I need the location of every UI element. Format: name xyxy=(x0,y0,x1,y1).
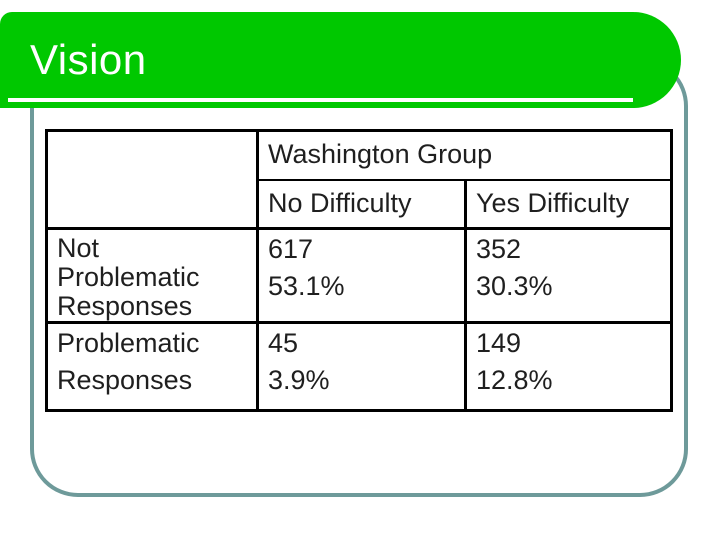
table-column-header-row: No Difficulty Yes Difficulty xyxy=(47,178,673,230)
slide-title: Vision xyxy=(30,36,147,83)
cell-problematic-yes-difficulty: 149 12.8% xyxy=(464,321,673,412)
row-label-line: Not xyxy=(57,233,100,263)
cell-count: 45 xyxy=(268,328,299,358)
cell-not-problematic-no-difficulty: 617 53.1% xyxy=(256,227,467,324)
title-underline xyxy=(8,98,633,102)
row-label-line: Problematic xyxy=(57,328,200,358)
table-row-not-problematic: Not Problematic Responses 617 53.1% 352 … xyxy=(45,227,673,324)
table-group-header: Washington Group xyxy=(256,129,673,181)
row-label-line: Problematic xyxy=(57,262,200,292)
row-label-problematic: Problematic Responses xyxy=(45,321,259,412)
vision-stats-table: Washington Group No Difficulty Yes Diffi… xyxy=(45,129,673,412)
cell-percent: 12.8% xyxy=(476,365,553,395)
cell-percent: 3.9% xyxy=(268,365,330,395)
table-corner-cell xyxy=(45,129,259,230)
cell-problematic-no-difficulty: 45 3.9% xyxy=(256,321,467,412)
cell-count: 617 xyxy=(268,234,314,264)
title-banner: Vision xyxy=(0,12,681,108)
cell-count: 149 xyxy=(476,328,522,358)
col-header-yes-difficulty: Yes Difficulty xyxy=(464,178,673,230)
table-group-header-row: Washington Group xyxy=(45,129,673,230)
table-row-problematic: Problematic Responses 45 3.9% 149 12.8% xyxy=(45,321,673,412)
cell-not-problematic-yes-difficulty: 352 30.3% xyxy=(464,227,673,324)
table-container: Washington Group No Difficulty Yes Diffi… xyxy=(45,129,673,412)
cell-percent: 30.3% xyxy=(476,271,553,301)
row-label-line: Responses xyxy=(57,365,193,395)
col-header-no-difficulty: No Difficulty xyxy=(256,178,467,230)
row-label-not-problematic: Not Problematic Responses xyxy=(45,227,259,324)
cell-percent: 53.1% xyxy=(268,271,345,301)
row-label-line: Responses xyxy=(57,291,193,321)
cell-count: 352 xyxy=(476,234,522,264)
